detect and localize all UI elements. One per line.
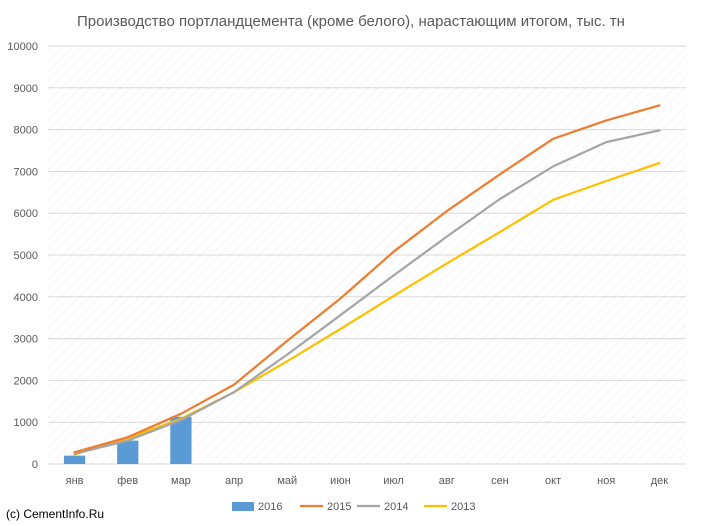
y-tick-label: 2000 — [14, 375, 38, 387]
y-tick-label: 3000 — [14, 334, 38, 346]
y-axis-tick-labels: 0 1000 2000 3000 4000 5000 6000 7000 8000 9000 100… — [7, 41, 38, 471]
x-tick-label: фев — [117, 475, 138, 487]
x-tick-label: ноя — [597, 475, 615, 487]
x-tick-label: мар — [171, 475, 191, 487]
series-lines — [73, 104, 661, 456]
y-tick-label: 9000 — [14, 83, 38, 95]
x-tick-label: авг — [439, 475, 455, 487]
legend-label-2014: 2014 — [384, 501, 408, 513]
y-tick-label: 7000 — [14, 166, 38, 178]
line-series-2015 — [73, 104, 661, 454]
y-tick-label: 4000 — [14, 292, 38, 304]
x-tick-label: апр — [225, 475, 243, 487]
y-tick-label: 10000 — [7, 41, 38, 53]
x-tick-label: июн — [330, 475, 350, 487]
bar-2016-янв — [63, 455, 86, 464]
legend-label-2015: 2015 — [327, 501, 351, 513]
y-tick-label: 6000 — [14, 208, 38, 220]
bar-2016-мар — [170, 416, 192, 464]
line-series-2014 — [73, 129, 661, 455]
bars-2016 — [63, 416, 192, 464]
x-tick-label: июл — [383, 475, 404, 487]
y-tick-label: 5000 — [14, 250, 38, 262]
x-tick-label: янв — [66, 475, 84, 487]
y-tick-label: 1000 — [14, 417, 38, 429]
y-tick-label: 0 — [32, 459, 38, 471]
x-axis-tick-labels: янв фев мар апр май июн июл авг сен окт ноя дек — [66, 475, 669, 487]
legend-label-2013: 2013 — [451, 501, 475, 513]
source-credit: (c) CementInfo.Ru — [6, 507, 104, 521]
legend: 2016 2015 2014 2013 — [232, 501, 475, 513]
x-tick-label: сен — [491, 475, 509, 487]
x-tick-label: май — [277, 475, 297, 487]
gridlines — [48, 45, 686, 465]
chart-title: Производство портландцемента (кроме бело… — [77, 13, 625, 30]
bar-2016-фев — [117, 440, 139, 464]
line-series-2013 — [73, 161, 661, 456]
legend-label-2016: 2016 — [258, 501, 282, 513]
legend-swatch-2016 — [232, 502, 254, 511]
x-tick-label: дек — [651, 475, 669, 487]
x-tick-label: окт — [545, 475, 561, 487]
y-tick-label: 8000 — [14, 125, 38, 137]
